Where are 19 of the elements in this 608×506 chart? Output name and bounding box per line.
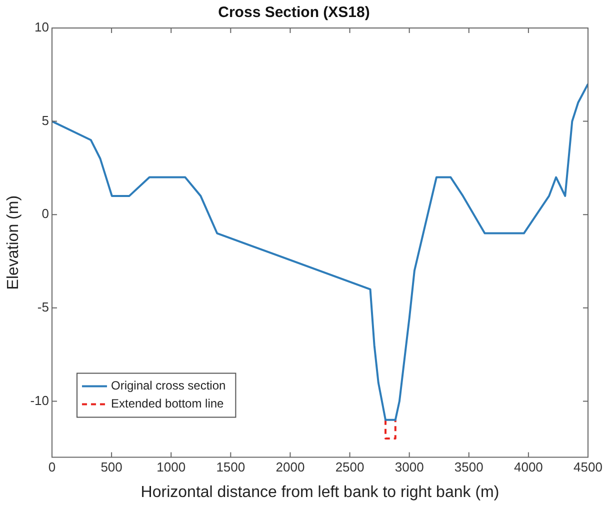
chart-title: Cross Section (XS18): [218, 4, 370, 22]
x-tick-label: 3000: [394, 460, 424, 475]
y-tick-label: 10: [34, 20, 49, 35]
y-tick-label: 0: [42, 206, 49, 222]
x-tick-label: 4500: [574, 460, 602, 475]
x-tick-label: 2500: [335, 460, 364, 475]
x-axis-title: Horizontal distance from left bank to right bank (m): [140, 484, 500, 501]
x-tick-label: 1000: [156, 460, 186, 475]
x-tick-label: 2000: [276, 460, 305, 475]
x-tick-label: 1500: [216, 460, 246, 475]
x-tick-label: 4000: [514, 460, 543, 475]
legend-label: Original cross section: [110, 378, 226, 393]
y-tick-label: 5: [42, 112, 49, 128]
x-tick-label: 500: [100, 460, 122, 475]
x-tick-label: 3500: [454, 460, 484, 475]
y-tick-label: -5: [37, 299, 49, 314]
legend-label: Extended bottom line: [110, 396, 224, 411]
y-axis-title: Elevation (m): [5, 195, 22, 290]
y-tick-label: -10: [30, 392, 49, 408]
